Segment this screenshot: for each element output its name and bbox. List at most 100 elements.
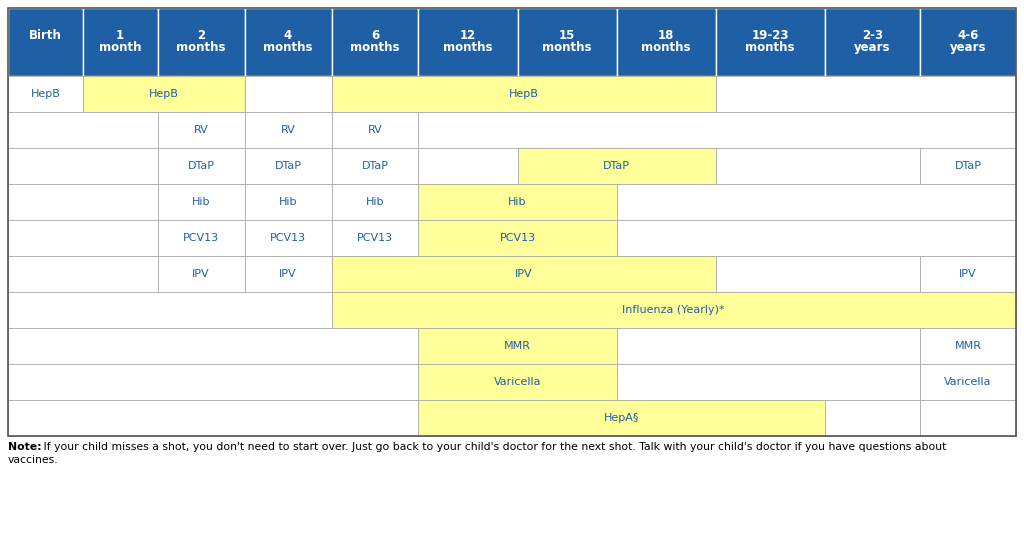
Text: 4: 4 [284,29,292,42]
Bar [8,220,158,256]
Text: Note:: Note: [8,442,42,452]
Text: Varicella: Varicella [494,377,542,387]
Bar [8,328,419,364]
Bar [419,220,616,256]
Text: IPV: IPV [515,269,532,279]
Text: years: years [854,41,891,54]
Bar [8,8,1016,436]
Text: MMR: MMR [954,341,982,351]
Bar [332,8,419,76]
Text: DTaP: DTaP [361,161,388,171]
Text: PCV13: PCV13 [183,233,219,243]
Bar [332,256,716,292]
Text: years: years [950,41,986,54]
Text: 1: 1 [116,29,124,42]
Bar [419,364,616,400]
Text: Influenza (Yearly)*: Influenza (Yearly)* [623,305,725,315]
Bar [158,8,245,76]
Bar [8,112,158,148]
Bar [824,400,921,436]
Text: RV: RV [194,125,209,135]
Bar [8,292,332,328]
Text: PCV13: PCV13 [270,233,306,243]
Bar [245,76,332,112]
Bar [419,8,517,76]
Text: 15: 15 [559,29,575,42]
Bar [8,256,158,292]
Text: months: months [176,41,226,54]
Bar [245,220,332,256]
Text: DTaP: DTaP [603,161,630,171]
Text: Hib: Hib [366,197,384,207]
Text: PCV13: PCV13 [500,233,536,243]
Bar [716,8,824,76]
Text: IPV: IPV [959,269,977,279]
Bar [8,400,419,436]
Bar [716,148,921,184]
Bar [332,292,1016,328]
Text: RV: RV [368,125,382,135]
Text: DTaP: DTaP [954,161,982,171]
Text: 19-23: 19-23 [752,29,788,42]
Text: HepB: HepB [509,89,539,99]
Bar [716,256,921,292]
Bar [158,220,245,256]
Bar [616,184,1016,220]
Text: Birth: Birth [29,29,61,42]
Text: 12: 12 [460,29,476,42]
Text: months: months [543,41,592,54]
Bar [83,76,245,112]
Text: HepB: HepB [31,89,60,99]
Text: 2-3: 2-3 [862,29,883,42]
Text: Hib: Hib [191,197,210,207]
Text: HepB: HepB [148,89,178,99]
Text: IPV: IPV [280,269,297,279]
Bar [419,112,1016,148]
Bar [616,328,921,364]
Text: DTaP: DTaP [187,161,215,171]
Text: Hib: Hib [279,197,297,207]
Bar [158,256,245,292]
Bar [332,76,716,112]
Text: vaccines.: vaccines. [8,455,58,465]
Bar [824,8,921,76]
Bar [158,184,245,220]
Bar [419,184,616,220]
Text: 2: 2 [197,29,205,42]
Text: If your child misses a shot, you don't need to start over. Just go back to your : If your child misses a shot, you don't n… [40,442,946,452]
Bar [616,8,716,76]
Text: months: months [263,41,312,54]
Bar [716,76,1016,112]
Bar [8,364,419,400]
Bar [517,148,716,184]
Text: DTaP: DTaP [274,161,301,171]
Bar [616,220,1016,256]
Text: months: months [350,41,399,54]
Text: months: months [745,41,795,54]
Text: 4-6: 4-6 [957,29,979,42]
Text: months: months [443,41,493,54]
Bar [245,148,332,184]
Text: Hib: Hib [508,197,526,207]
Bar [158,112,245,148]
Bar [8,8,83,76]
Bar [245,184,332,220]
Bar [8,184,158,220]
Bar [517,8,616,76]
Text: 18: 18 [657,29,674,42]
Bar [332,148,419,184]
Bar [921,148,1016,184]
Text: RV: RV [281,125,296,135]
Bar [616,364,921,400]
Bar [419,400,824,436]
Bar [419,148,517,184]
Bar [419,328,616,364]
Text: IPV: IPV [193,269,210,279]
Bar [921,364,1016,400]
Bar [332,220,419,256]
Text: month: month [99,41,141,54]
Bar [921,256,1016,292]
Text: Varicella: Varicella [944,377,992,387]
Text: 6: 6 [371,29,379,42]
Bar [158,148,245,184]
